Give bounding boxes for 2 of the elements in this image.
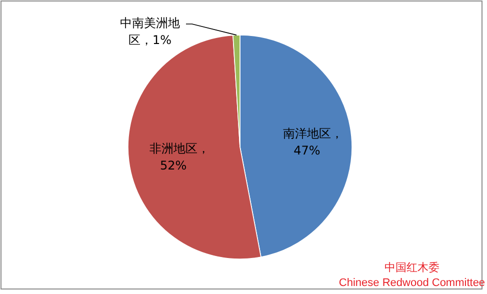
annotation: Chinese Redwood Committee bbox=[338, 277, 486, 289]
annotation: 中国红木委 bbox=[384, 262, 440, 274]
